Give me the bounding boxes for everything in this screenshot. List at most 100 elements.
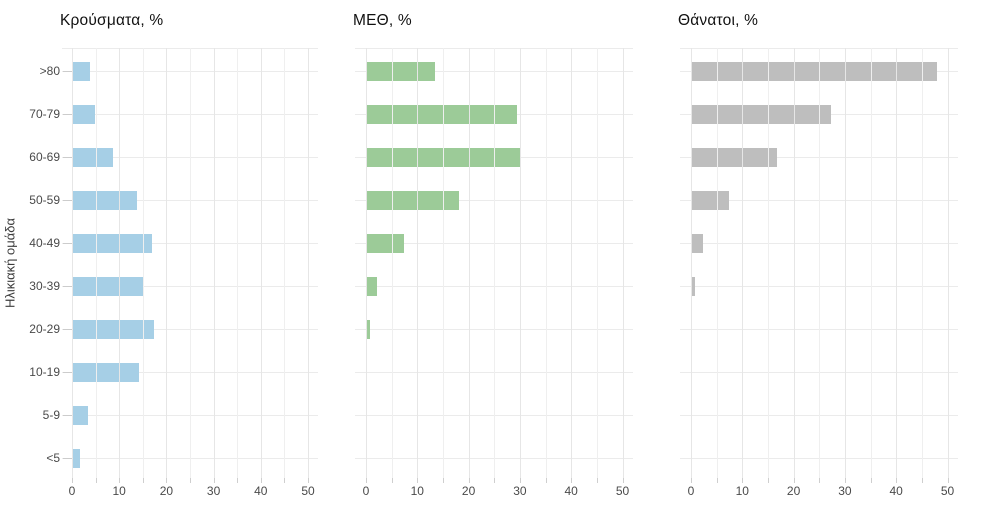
y-tick-label: >80	[39, 64, 60, 78]
bar	[72, 104, 96, 124]
x-tick-mark	[442, 478, 444, 483]
y-tick-mark	[63, 415, 72, 416]
x-tick-mark	[691, 478, 692, 483]
x-tick-mark	[190, 478, 191, 483]
x-tick-mark	[284, 478, 286, 483]
x-tick-mark	[72, 478, 73, 483]
x-tick-mark	[260, 478, 262, 483]
gridline-horizontal	[355, 457, 633, 459]
gridline-vertical	[237, 48, 239, 478]
x-tick-label: 30	[206, 484, 221, 498]
x-tick-label: 50	[301, 484, 315, 498]
gridline-vertical	[494, 48, 496, 478]
gridline-horizontal	[355, 371, 633, 373]
x-tick-mark	[95, 478, 97, 483]
y-tick-label: 60-69	[29, 150, 60, 164]
gridline-vertical	[260, 48, 262, 478]
gridline-vertical	[442, 48, 444, 478]
y-tick-mark	[63, 200, 72, 201]
y-tick-label: 50-59	[29, 193, 60, 207]
gridline-vertical	[870, 48, 872, 478]
x-tick-label: 20	[461, 484, 476, 498]
bar	[366, 233, 405, 253]
gridline-horizontal	[355, 199, 633, 201]
bar	[366, 319, 371, 339]
x-tick-mark	[213, 478, 215, 483]
x-tick-label: 20	[159, 484, 174, 498]
x-tick-label: 0	[687, 484, 695, 498]
bar	[72, 448, 81, 468]
gridline-vertical	[468, 48, 470, 478]
x-tick-mark	[921, 478, 923, 483]
y-tick-mark	[63, 114, 72, 115]
gridline-vertical	[391, 48, 393, 478]
chart-panel: 0 10 20 30 40 50	[62, 48, 318, 498]
x-tick-mark	[571, 478, 573, 483]
x-tick-label: 10	[410, 484, 424, 498]
gridline-vertical	[947, 48, 949, 478]
y-tick-mark	[63, 329, 72, 330]
x-tick-mark	[844, 478, 846, 483]
y-tick-mark	[63, 286, 72, 287]
gridline-vertical	[366, 48, 367, 478]
x-tick-mark	[391, 478, 393, 483]
x-tick-label: 40	[889, 484, 903, 498]
gridline-horizontal	[355, 414, 633, 416]
x-tick-mark	[545, 478, 547, 483]
x-tick-mark	[767, 478, 769, 483]
bar	[366, 190, 459, 210]
y-tick-label: 20-29	[29, 322, 60, 336]
gridline-vertical	[896, 48, 898, 478]
x-tick-mark	[870, 478, 872, 483]
gridline-vertical	[166, 48, 168, 478]
bar	[366, 276, 377, 296]
x-tick-label: 20	[786, 484, 801, 498]
bar	[72, 61, 90, 81]
x-tick-mark	[896, 478, 898, 483]
panel-title: ΜΕΘ, %	[353, 12, 412, 29]
bar	[72, 319, 154, 339]
x-tick-label: 40	[254, 484, 268, 498]
panel-title: Θάνατοι, %	[678, 12, 759, 29]
gridline-vertical	[190, 48, 191, 478]
x-tick-label: 50	[940, 484, 955, 498]
x-tick-mark	[519, 478, 521, 483]
gridline-vertical	[691, 48, 692, 478]
gridline-vertical	[308, 48, 309, 478]
gridline-vertical	[716, 48, 718, 478]
gridline-vertical	[622, 48, 624, 478]
x-tick-mark	[468, 478, 470, 483]
x-tick-mark	[119, 478, 121, 483]
y-tick-mark	[63, 71, 72, 72]
gridline-vertical	[596, 48, 598, 478]
chart-panel: 0 10 20 30 40 50	[680, 48, 958, 498]
bar	[72, 362, 140, 382]
gridline-vertical	[119, 48, 121, 478]
bar	[691, 61, 938, 81]
x-tick-label: 10	[112, 484, 126, 498]
bar	[72, 405, 88, 425]
bar	[366, 104, 517, 124]
gridline-horizontal	[355, 285, 633, 287]
x-tick-mark	[237, 478, 239, 483]
x-tick-mark	[166, 478, 168, 483]
x-tick-mark	[622, 478, 624, 483]
x-tick-mark	[793, 478, 795, 483]
chart-panel: 0 10 20 30 40 50	[355, 48, 633, 498]
gridline-vertical	[519, 48, 521, 478]
gridline-vertical	[417, 48, 419, 478]
x-tick-mark	[142, 478, 144, 483]
y-tick-label: 40-49	[29, 236, 60, 250]
panel-title: Κρούσματα, %	[60, 12, 164, 29]
y-tick-label: 10-19	[29, 365, 60, 379]
gridline-horizontal	[680, 285, 958, 287]
x-tick-label: 30	[838, 484, 852, 498]
gridline-horizontal	[680, 199, 958, 201]
x-tick-mark	[819, 478, 821, 483]
gridline-vertical	[767, 48, 769, 478]
gridline-vertical	[213, 48, 215, 478]
gridline-horizontal	[355, 70, 633, 72]
y-tick-mark	[63, 157, 72, 158]
x-tick-label: 30	[513, 484, 527, 498]
